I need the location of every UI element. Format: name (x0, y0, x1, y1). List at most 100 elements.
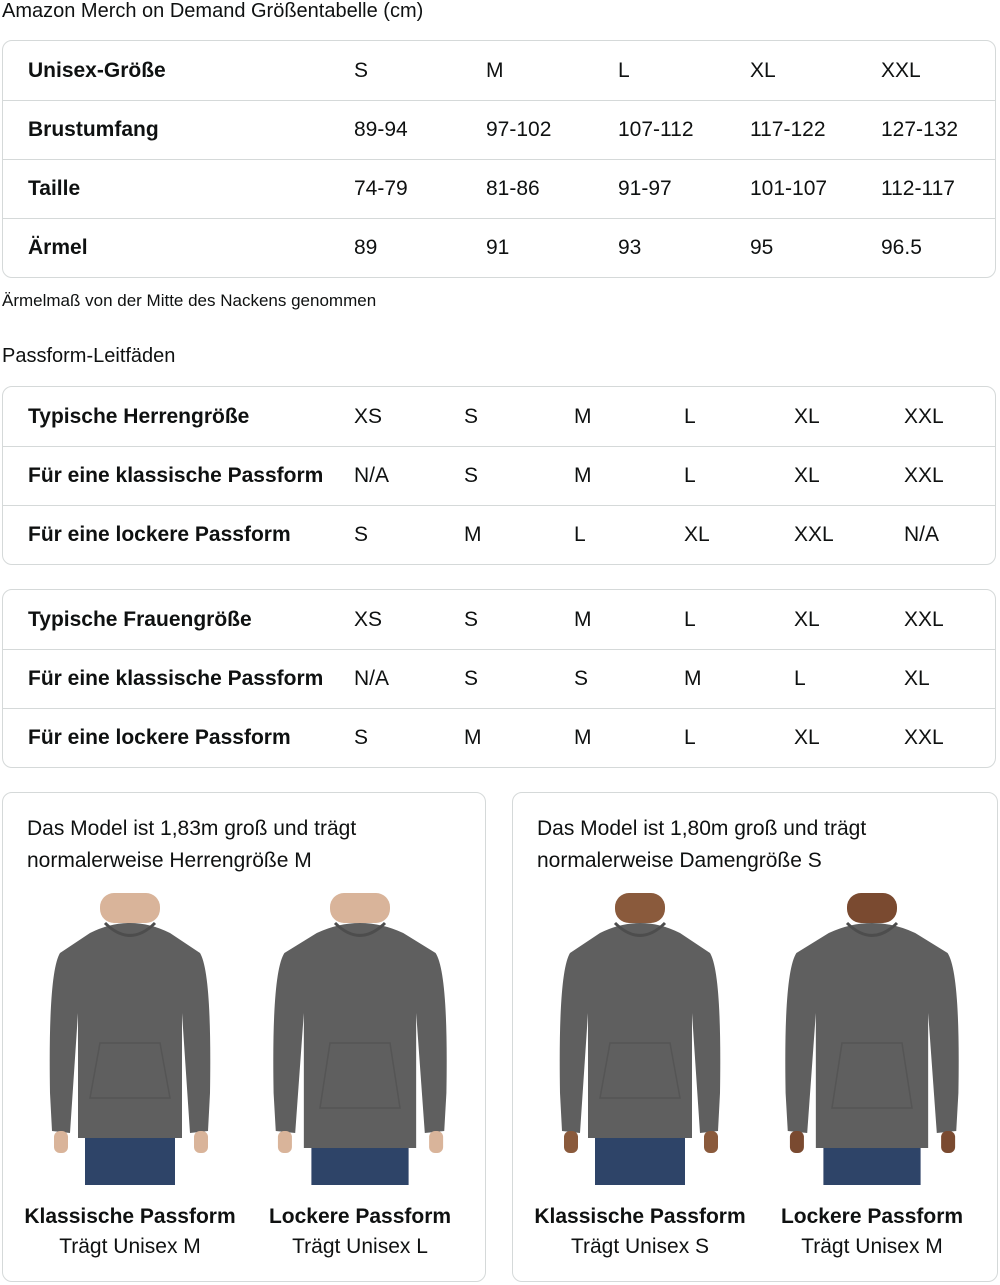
table-cell: S (574, 667, 589, 690)
fit-size: Trägt Unisex L (292, 1235, 428, 1258)
model-photo (49, 893, 211, 1185)
model-photo (559, 893, 721, 1185)
table-cell: 95 (750, 236, 774, 259)
table-row: Für eine klassische Passform N/A S M L XL XXL (3, 446, 995, 505)
table-cell: M (684, 667, 702, 690)
row-label: Typische Herrengröße (28, 404, 250, 428)
model-description: Das Model ist 1,80m groß und trägt norma… (537, 813, 866, 877)
table-cell: L (684, 404, 696, 428)
table-cell: XS (354, 607, 383, 631)
model-photo (785, 893, 959, 1185)
row-label: Für eine klassische Passform (28, 464, 324, 487)
model-description: Das Model ist 1,83m groß und trägt norma… (27, 813, 356, 877)
model-figure: Lockere Passform Trägt Unisex M (762, 893, 982, 1259)
row-label: Taille (28, 177, 81, 200)
table-cell: 101-107 (750, 177, 828, 200)
fit-guides-heading: Passform-Leitfäden (2, 345, 176, 367)
table-cell: M (464, 726, 482, 749)
model-figure: Klassische Passform Trägt Unisex S (530, 893, 750, 1259)
model-photo (273, 893, 447, 1185)
model-description-line: Das Model ist 1,80m groß und trägt (537, 817, 867, 840)
table-cell: S (464, 404, 479, 428)
table-cell: XXL (904, 726, 944, 749)
table-cell: S (354, 726, 369, 749)
table-cell: 112-117 (881, 177, 955, 200)
men-fit-table: Typische Herrengröße XS S M L XL XXL Für eine k… (2, 386, 996, 565)
table-cell: 97-102 (486, 118, 552, 141)
table-cell: 96.5 (881, 236, 922, 259)
table-cell: M (574, 464, 592, 487)
fit-size: Trägt Unisex M (801, 1235, 943, 1258)
table-cell: S (464, 607, 479, 631)
model-description-line: normalerweise Herrengröße M (27, 849, 312, 872)
table-cell: 89 (354, 236, 378, 259)
table-cell: XXL (904, 404, 944, 428)
table-cell: 81-86 (486, 177, 540, 200)
women-model-card: Das Model ist 1,80m groß und trägt norma… (512, 792, 998, 1282)
table-cell: XL (904, 667, 930, 690)
table-cell: XXL (881, 58, 921, 82)
fit-title: Klassische Passform (24, 1205, 236, 1228)
table-cell: 89-94 (354, 118, 408, 141)
row-label: Unisex-Größe (28, 58, 166, 82)
row-label: Ärmel (28, 236, 88, 259)
table-cell: N/A (354, 464, 390, 487)
table-cell: M (464, 523, 482, 546)
table-cell: L (684, 464, 696, 487)
row-label: Typische Frauengröße (28, 607, 252, 631)
table-cell: M (574, 404, 592, 428)
table-cell: S (464, 464, 479, 487)
women-fit-table: Typische Frauengröße XS S M L XL XXL Für eine k… (2, 589, 996, 768)
sleeve-note: Ärmelmaß von der Mitte des Nackens genom… (2, 291, 377, 310)
table-cell: 117-122 (750, 118, 826, 141)
table-cell: L (794, 667, 806, 690)
table-cell: L (684, 607, 696, 631)
page-title: Amazon Merch on Demand Größentabelle (cm… (2, 0, 424, 22)
table-row: Typische Frauengröße XS S M L XL XXL (3, 590, 995, 649)
fit-title: Lockere Passform (780, 1205, 964, 1228)
table-row: Taille 74-79 81-86 91-97 101-107 112-117 (3, 159, 995, 218)
table-cell: N/A (354, 667, 390, 690)
table-cell: XXL (904, 607, 944, 631)
unisex-size-table: Unisex-Größe S M L XL XXL Brustumfang 89-94 97-1… (2, 40, 996, 278)
table-cell: XL (794, 726, 820, 749)
table-cell: XL (794, 404, 820, 428)
table-cell: L (618, 58, 630, 82)
table-row: Typische Herrengröße XS S M L XL XXL (3, 387, 995, 446)
table-cell: M (486, 58, 504, 82)
table-row: Für eine lockere Passform S M L XL XXL N/A (3, 505, 995, 564)
table-cell: M (574, 607, 592, 631)
table-cell: 91-97 (618, 177, 672, 200)
fit-size: Trägt Unisex M (59, 1235, 201, 1258)
table-cell: 127-132 (881, 118, 959, 141)
row-label: Für eine lockere Passform (28, 523, 291, 546)
model-description-line: normalerweise Damengröße S (537, 849, 822, 872)
model-figure: Lockere Passform Trägt Unisex L (250, 893, 470, 1259)
fit-title: Lockere Passform (268, 1205, 452, 1228)
table-cell: XXL (904, 464, 944, 487)
fit-title: Klassische Passform (534, 1205, 746, 1228)
table-cell: M (574, 726, 592, 749)
table-row: Für eine klassische Passform N/A S S M L XL (3, 649, 995, 708)
table-cell: XL (794, 464, 820, 487)
table-cell: S (354, 523, 369, 546)
table-cell: XL (684, 523, 710, 546)
row-label: Für eine lockere Passform (28, 726, 291, 749)
table-cell: L (684, 726, 696, 749)
table-cell: XS (354, 404, 383, 428)
table-cell: N/A (904, 523, 940, 546)
table-cell: 107-112 (618, 118, 694, 141)
table-row: Ärmel 89 91 93 95 96.5 (3, 218, 995, 277)
table-cell: L (574, 523, 586, 546)
row-label: Für eine klassische Passform (28, 667, 324, 690)
table-cell: S (354, 58, 369, 82)
model-description-line: Das Model ist 1,83m groß und trägt (27, 817, 357, 840)
table-cell: 74-79 (354, 177, 408, 200)
table-cell: XL (750, 58, 776, 82)
fit-size: Trägt Unisex S (570, 1235, 710, 1258)
men-model-card: Das Model ist 1,83m groß und trägt norma… (2, 792, 486, 1282)
table-cell: XL (794, 607, 820, 631)
table-cell: S (464, 667, 479, 690)
model-figure: Klassische Passform Trägt Unisex M (20, 893, 240, 1259)
table-cell: 91 (486, 236, 510, 259)
